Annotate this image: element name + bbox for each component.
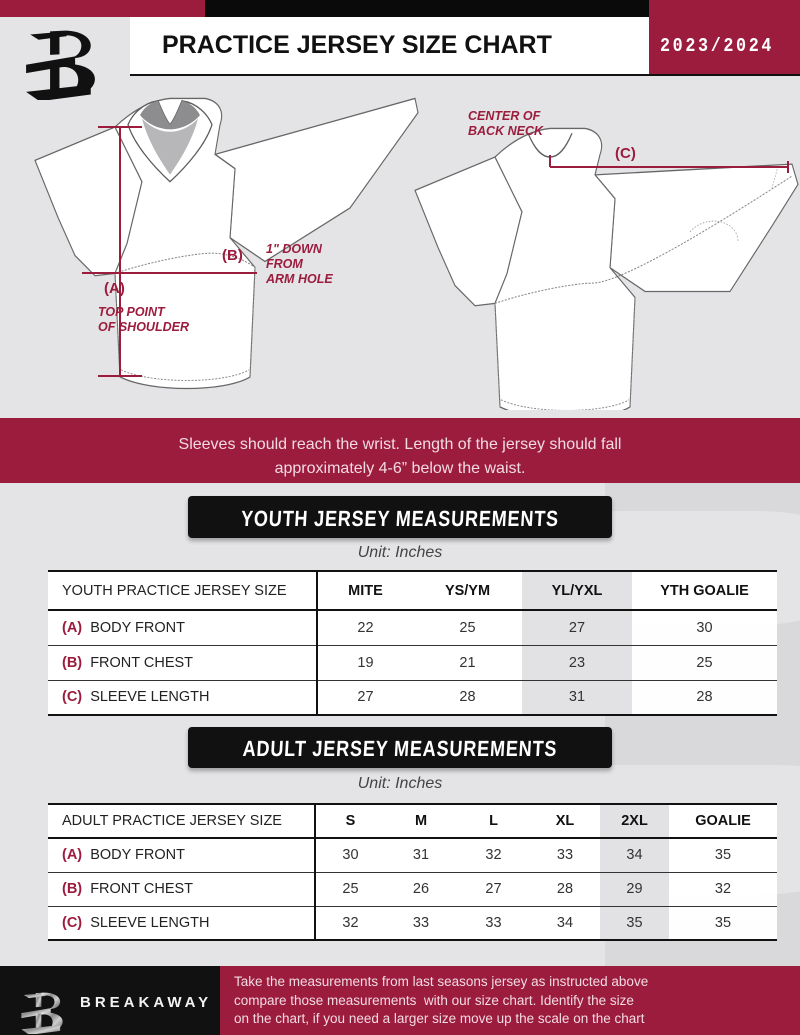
svg-text:CENTER OF: CENTER OF xyxy=(468,110,541,123)
svg-text:FROM: FROM xyxy=(266,257,303,271)
svg-text:TOP POINT: TOP POINT xyxy=(98,305,166,319)
svg-text:(C): (C) xyxy=(615,145,636,162)
svg-text:(B): (B) xyxy=(222,247,243,264)
svg-text:1" DOWN: 1" DOWN xyxy=(266,242,323,256)
svg-text:ARM HOLE: ARM HOLE xyxy=(265,272,333,286)
svg-text:BACK NECK: BACK NECK xyxy=(468,124,544,138)
svg-text:(A): (A) xyxy=(104,280,125,297)
svg-text:OF SHOULDER: OF SHOULDER xyxy=(98,320,189,334)
